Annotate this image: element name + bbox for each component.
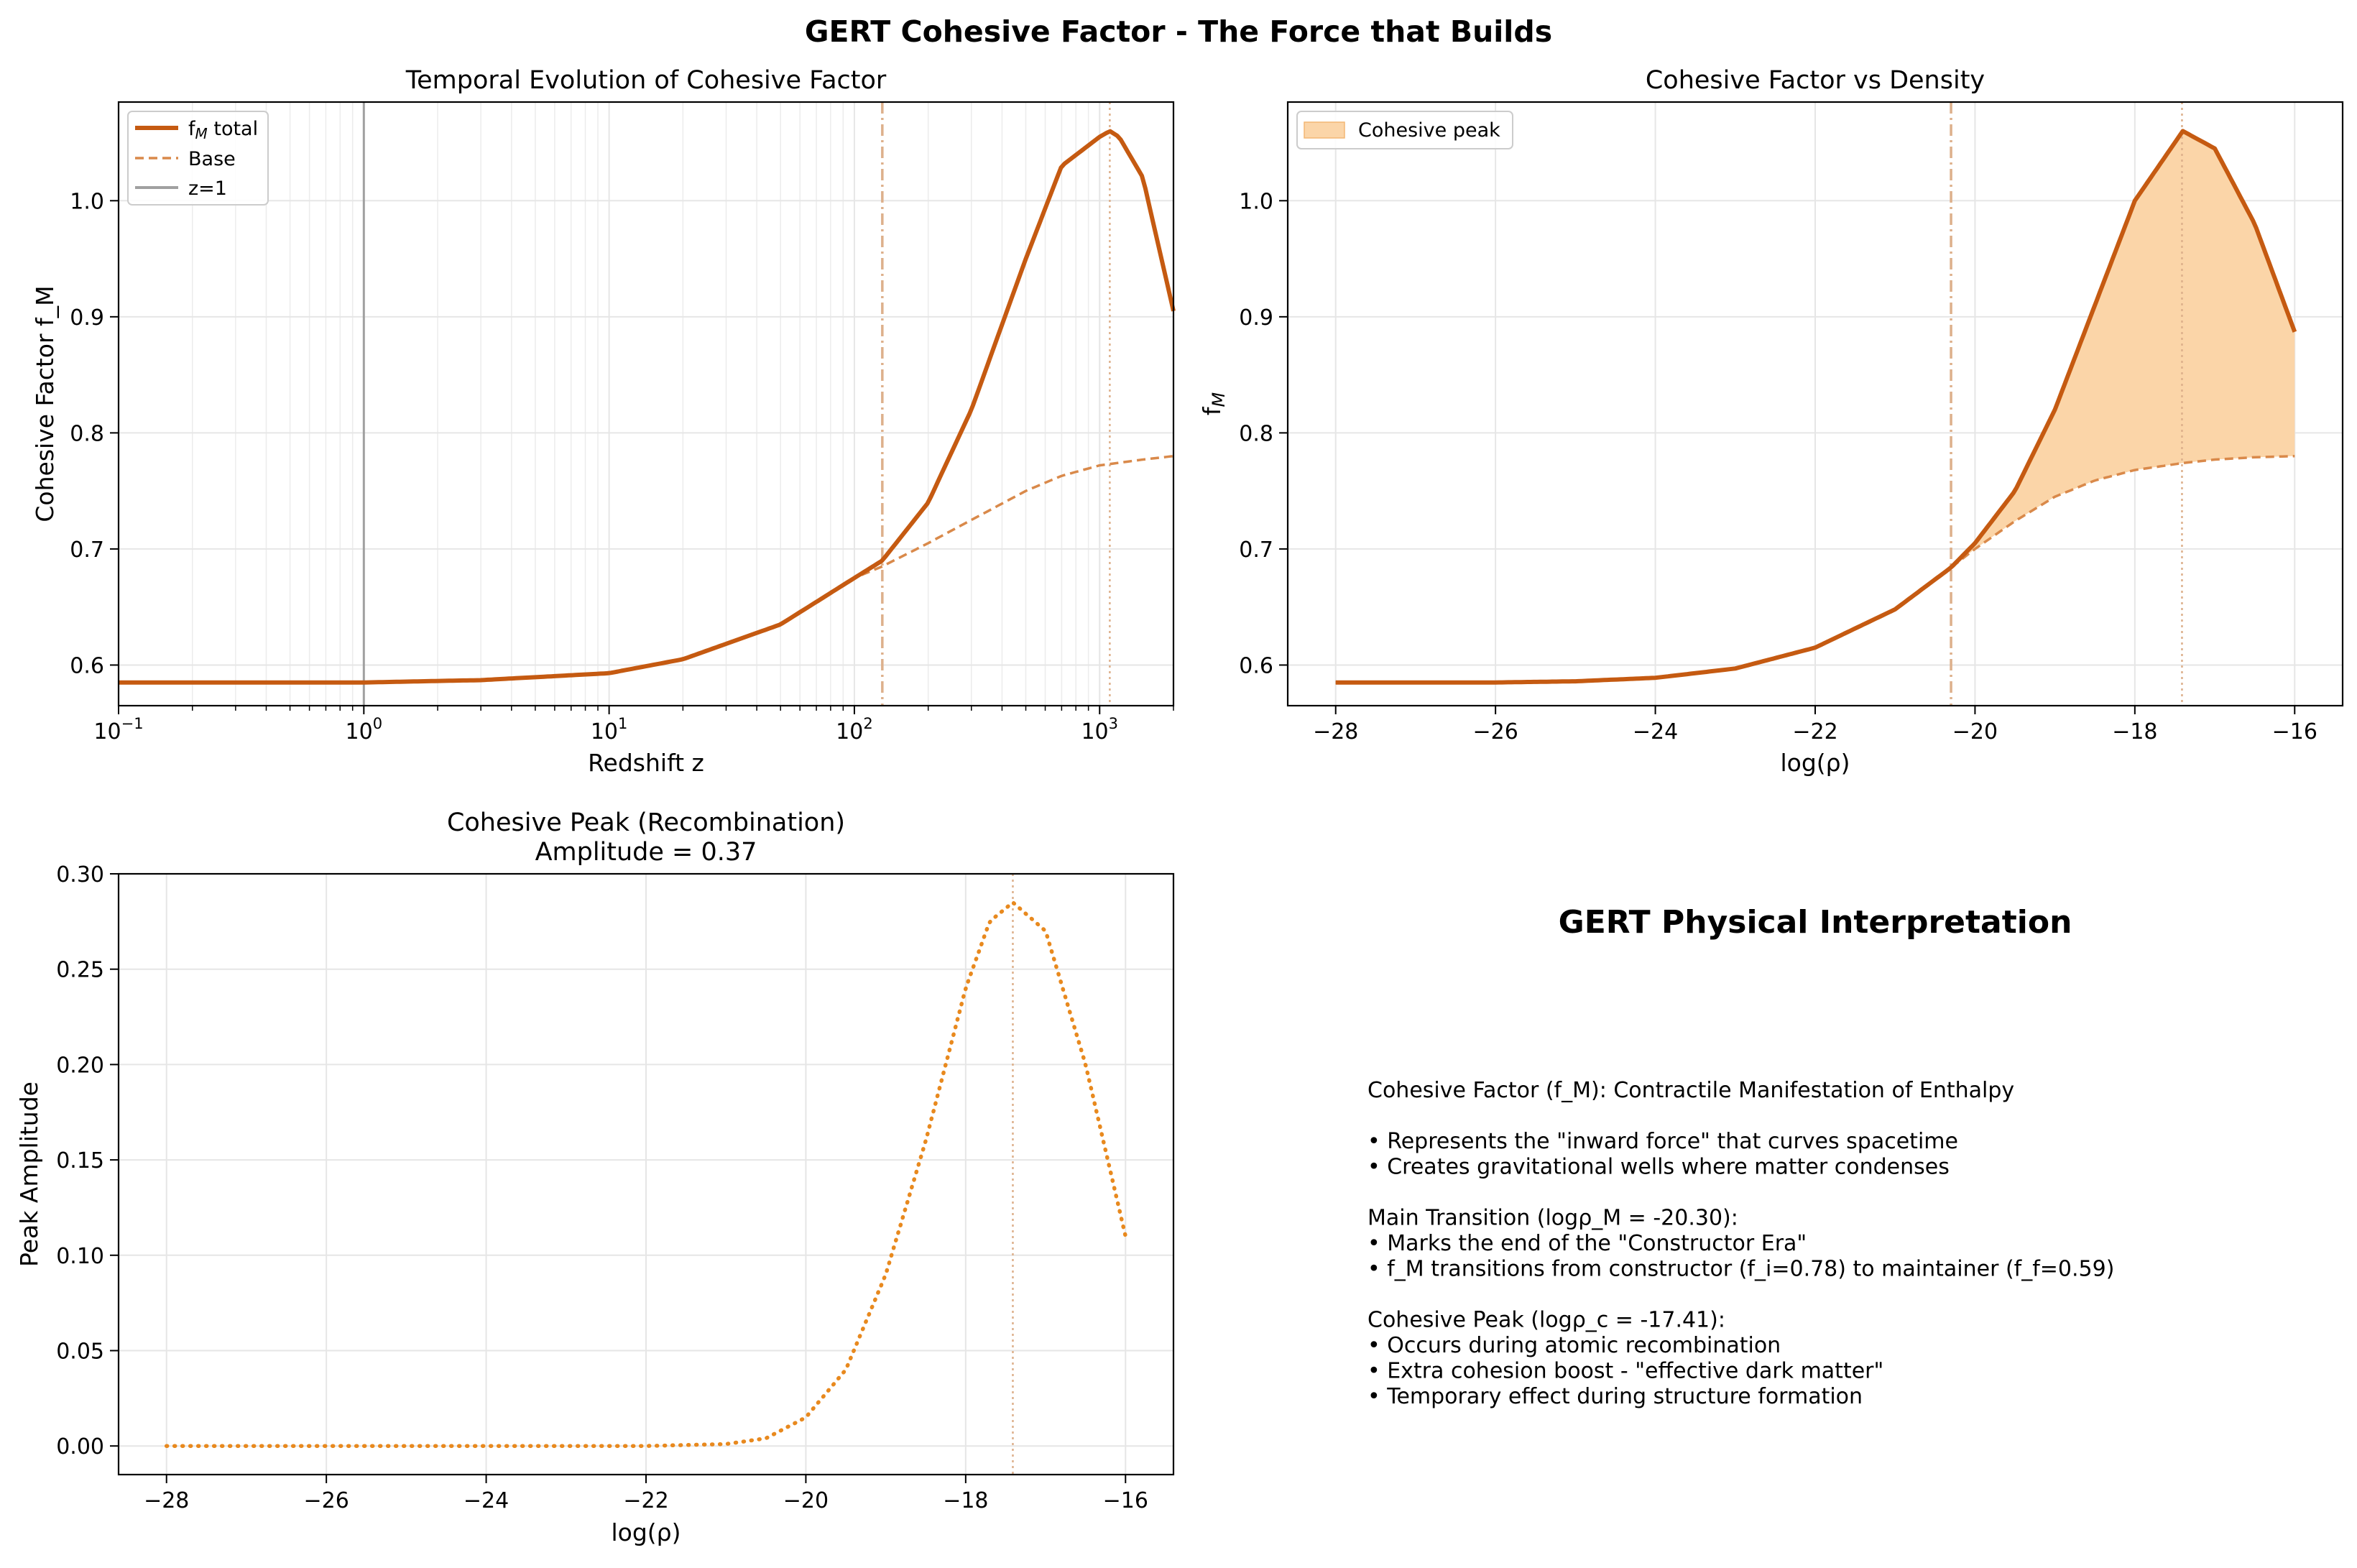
x-tick-label: −24	[463, 1488, 509, 1513]
y-tick-label: 1.0	[70, 189, 104, 214]
x-tick-label: −22	[623, 1488, 668, 1513]
x-tick-exp: 2	[863, 715, 872, 732]
x-tick-exp: 0	[373, 715, 382, 732]
y-tick-label: 0.9	[1239, 305, 1273, 331]
interpretation-line: • Creates gravitational wells where matt…	[1367, 1155, 1950, 1180]
y-tick-label: 0.30	[56, 862, 104, 887]
legend-fill-swatch	[1304, 121, 1345, 139]
y-tick-label: 0.10	[56, 1244, 104, 1269]
interpretation-line: • Occurs during atomic recombination	[1367, 1333, 1781, 1358]
density-marks	[1335, 102, 2297, 706]
peak-subtitle: Amplitude = 0.37	[535, 838, 757, 867]
y-tick-label: 0.9	[70, 305, 104, 331]
x-tick-label: −26	[303, 1488, 349, 1513]
x-tick-base: 10	[93, 719, 121, 744]
interpretation-line: Cohesive Factor (f_M): Contractile Manif…	[1367, 1078, 2014, 1103]
x-tick-label: −28	[1313, 719, 1358, 744]
y-tick-label: 0.25	[56, 958, 104, 983]
x-tick-label: −22	[1792, 719, 1837, 744]
temporal-marks	[119, 102, 1176, 706]
figure-title: GERT Cohesive Factor - The Force that Bu…	[805, 14, 1552, 49]
cohesive-peak-fill	[1335, 131, 2295, 683]
peak-xlabel: log(ρ)	[611, 1518, 681, 1546]
legend-total-label: fM total	[188, 118, 258, 142]
y-tick-label: 0.20	[56, 1053, 104, 1078]
legend-base-label: Base	[188, 148, 236, 170]
peak-marks	[164, 874, 1128, 1475]
density-ylabel: fM	[1198, 392, 1229, 416]
legend-z1-label: z=1	[188, 177, 227, 200]
x-tick-exp: 1	[618, 715, 627, 732]
peak-ylabel: Peak Amplitude	[15, 1082, 43, 1267]
interpretation-text: Cohesive Factor (f_M): Contractile Manif…	[1367, 1078, 2114, 1409]
y-tick-label: 0.05	[56, 1339, 104, 1364]
x-tick-base: 10	[1081, 719, 1108, 744]
x-tick-exp: −1	[121, 715, 144, 732]
interpretation-title: GERT Physical Interpretation	[1559, 904, 2072, 941]
interpretation-line: • Represents the "inward force" that cur…	[1367, 1129, 1958, 1154]
total-line	[119, 129, 1176, 685]
interpretation-line: Main Transition (logρ_M = -20.30):	[1367, 1206, 1738, 1231]
y-tick-label: 0.6	[70, 653, 104, 678]
temporal-title: Temporal Evolution of Cohesive Factor	[405, 66, 887, 95]
x-tick-label: −16	[1103, 1488, 1148, 1513]
x-tick-label: −16	[2272, 719, 2317, 744]
legend-fill-label: Cohesive peak	[1358, 119, 1500, 142]
x-tick-exp: 3	[1109, 715, 1118, 732]
x-tick-label: 100	[346, 715, 383, 744]
peak-amplitude-line	[164, 900, 1128, 1448]
x-tick-label: 10−1	[93, 715, 143, 744]
density-legend: Cohesive peak	[1296, 111, 1513, 149]
density-ticks: −28 −26 −24 −22 −20 −18 −16 0.6 0.7 0.8 0.9 1.0	[1239, 189, 2317, 744]
y-tick-label: 0.15	[56, 1148, 104, 1173]
x-tick-label: −24	[1633, 719, 1678, 744]
x-tick-label: −26	[1472, 719, 1518, 744]
x-tick-label: −18	[943, 1488, 988, 1513]
interpretation-line: • Marks the end of the "Constructor Era"	[1367, 1231, 1807, 1256]
temporal-axes-frame	[117, 101, 1175, 707]
peak-grid	[119, 873, 1173, 1475]
interpretation-line: • Extra cohesion boost - "effective dark…	[1367, 1359, 1883, 1384]
density-legend-box	[1296, 111, 1513, 149]
density-title: Cohesive Factor vs Density	[1646, 66, 1985, 95]
interpretation-line: Cohesive Peak (logρ_c = -17.41):	[1367, 1308, 1725, 1333]
peak-panel: Cohesive Peak (Recombination) Amplitude …	[15, 808, 1175, 1546]
x-tick-label: −20	[1952, 719, 1998, 744]
interpretation-panel: GERT Physical Interpretation Cohesive Fa…	[1367, 904, 2114, 1409]
x-tick-label: 103	[1081, 715, 1118, 744]
y-tick-label: 1.0	[1239, 189, 1273, 214]
temporal-xlabel: Redshift z	[588, 749, 704, 777]
peak-title: Cohesive Peak (Recombination)	[447, 808, 845, 837]
temporal-ylabel: Cohesive Factor f_M	[31, 285, 59, 522]
temporal-panel: Temporal Evolution of Cohesive Factor 10…	[31, 66, 1176, 777]
x-tick-label: 102	[836, 715, 873, 744]
x-tick-label: −20	[783, 1488, 829, 1513]
temporal-grid	[118, 102, 1174, 706]
density-xlabel: log(ρ)	[1780, 749, 1850, 777]
base-line	[119, 454, 1174, 684]
density-panel: Cohesive Factor vs Density −28 −26 −24 −22−…	[1198, 66, 2344, 777]
y-tick-label: 0.7	[1239, 538, 1273, 563]
x-tick-base: 10	[836, 719, 863, 744]
temporal-legend-box	[127, 111, 269, 206]
peak-ticks: −28 −26 −24 −22 −20 −18 −16 0.00 0.05 0.10 0.15 0.2…	[56, 862, 1148, 1513]
interpretation-line: • Temporary effect during structure form…	[1367, 1384, 1863, 1409]
x-tick-label: −18	[2112, 719, 2157, 744]
y-tick-label: 0.8	[1239, 421, 1273, 446]
x-tick-base: 10	[591, 719, 618, 744]
x-tick-base: 10	[346, 719, 373, 744]
x-tick-label: −28	[144, 1488, 189, 1513]
y-tick-label: 0.00	[56, 1434, 104, 1459]
interpretation-line: • f_M transitions from constructor (f_i=…	[1367, 1257, 2114, 1282]
x-tick-label: 101	[591, 715, 628, 744]
y-tick-label: 0.6	[1239, 653, 1273, 678]
total-line	[1335, 129, 2297, 685]
y-tick-label: 0.7	[70, 538, 104, 563]
y-tick-label: 0.8	[70, 421, 104, 446]
temporal-legend: fM total Base z=1	[127, 111, 269, 206]
